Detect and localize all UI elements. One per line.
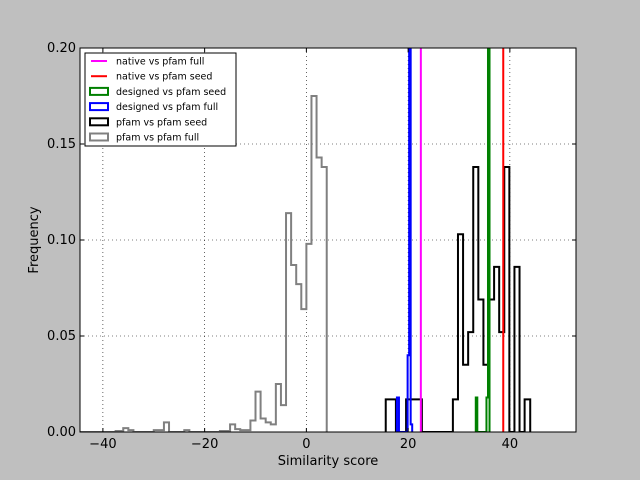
legend-swatch-2 bbox=[89, 86, 109, 96]
legend-label-2: designed vs pfam seed bbox=[116, 87, 226, 98]
y-tick-label-2: 0.10 bbox=[47, 233, 76, 248]
x-tick-label-2: 0 bbox=[302, 437, 310, 452]
legend-label-5: pfam vs pfam full bbox=[116, 133, 199, 144]
x-tick-label-4: 40 bbox=[502, 437, 519, 452]
x-tick-label-0: −40 bbox=[89, 437, 116, 452]
y-tick-label-0: 0.00 bbox=[47, 425, 76, 440]
legend-swatch-5 bbox=[89, 132, 109, 142]
legend-box bbox=[84, 52, 237, 147]
legend: native vs pfam full native vs pfam seed de… bbox=[84, 52, 237, 147]
histogram-pfam-vs-pfam-full bbox=[80, 95, 328, 432]
y-axis-label: Frequency bbox=[27, 206, 42, 273]
legend-label-4: pfam vs pfam seed bbox=[116, 117, 207, 128]
legend-swatch-4 bbox=[89, 117, 109, 127]
y-tick-label-4: 0.20 bbox=[47, 41, 76, 56]
histogram-designed-vs-pfam-seed bbox=[474, 48, 491, 432]
x-axis-label: Similarity score bbox=[278, 454, 379, 469]
legend-swatch-3 bbox=[89, 102, 109, 112]
y-tick-label-3: 0.15 bbox=[47, 137, 76, 152]
axis-ticks: −40 −20 0 20 40 0.00 0.05 0.10 0.15 0.20 bbox=[47, 41, 576, 452]
histogram-designed-vs-pfam-full bbox=[395, 48, 414, 432]
x-tick-label-3: 20 bbox=[400, 437, 417, 452]
histogram-series bbox=[80, 48, 532, 432]
legend-label-1: native vs pfam seed bbox=[116, 72, 212, 83]
x-tick-label-1: −20 bbox=[191, 437, 218, 452]
legend-label-3: designed vs pfam full bbox=[116, 102, 218, 113]
legend-label-0: native vs pfam full bbox=[116, 57, 204, 68]
reference-lines bbox=[419, 48, 505, 432]
y-tick-label-1: 0.05 bbox=[47, 329, 76, 344]
histogram-pfam-vs-pfam-seed bbox=[384, 166, 532, 432]
